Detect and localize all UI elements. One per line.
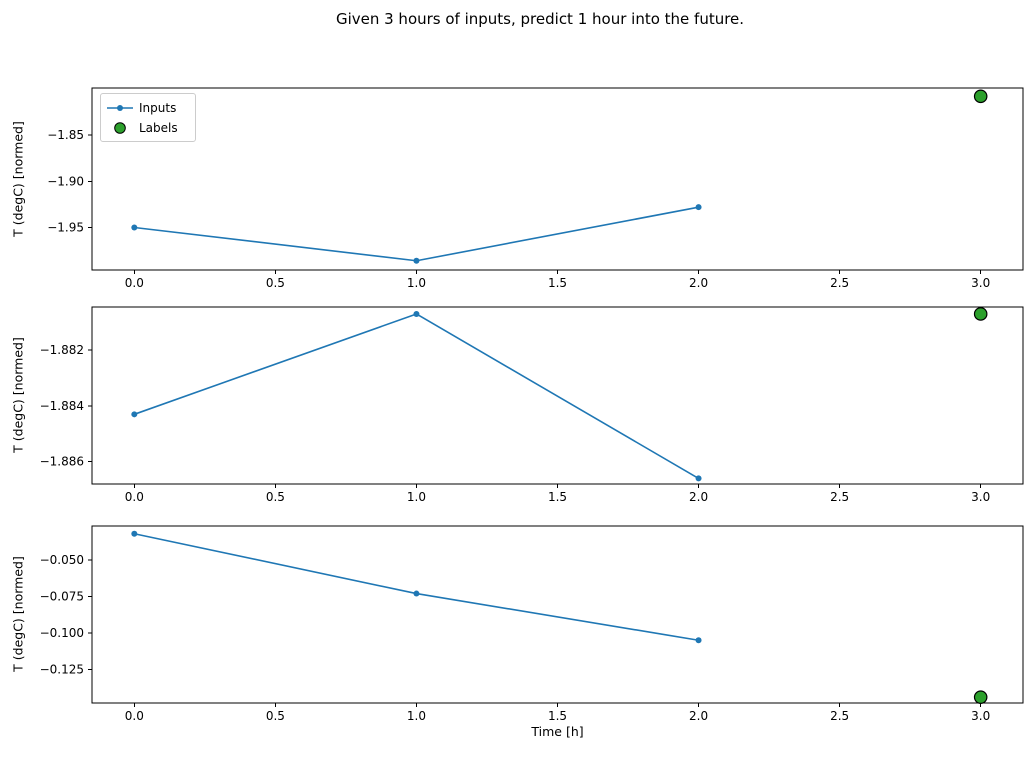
y-axis-label: T (degC) [normed] <box>10 121 26 237</box>
labels-marker <box>973 690 988 704</box>
subplot-1: 0.0 0.5 1.0 1.5 2.0 2.5 3.0 −1.85 −1.90 −1.95 <box>47 87 1024 290</box>
y-tick-label: −0.125 <box>40 662 84 676</box>
x-tick-label: 0.5 <box>266 709 285 723</box>
legend-scatter-swatch <box>114 122 126 134</box>
labels-marker <box>973 89 988 104</box>
y-axis-label: T (degC) [normed] <box>10 337 26 453</box>
inputs-line <box>134 206 699 262</box>
subplot-3: 0.0 0.5 1.0 1.5 2.0 2.5 3.0 −0.050 −0.075 −0.100 −… <box>40 525 1024 723</box>
labels-marker <box>973 307 988 321</box>
y-tick-label: −0.100 <box>40 626 84 640</box>
inputs-marker <box>131 411 138 418</box>
legend-item-inputs: Inputs <box>101 98 195 118</box>
y-axis-label: T (degC) [normed] <box>10 556 26 672</box>
x-tick-label: 2.0 <box>689 490 708 504</box>
subplot-frame <box>91 525 1024 704</box>
y-tick-label: −0.050 <box>40 553 84 567</box>
inputs-line <box>134 532 699 642</box>
x-tick-label: 1.0 <box>407 709 426 723</box>
y-tick-label: −1.95 <box>47 221 84 235</box>
x-tick-label: 1.5 <box>548 276 567 290</box>
x-tick-label: 0.5 <box>266 276 285 290</box>
x-axis-label: Time [h] <box>531 724 584 739</box>
x-tick-label: 2.5 <box>830 276 849 290</box>
legend-item-labels: Labels <box>101 118 195 138</box>
x-tick-label: 0.5 <box>266 490 285 504</box>
legend-item-label: Inputs <box>139 101 177 115</box>
inputs-marker <box>413 257 420 264</box>
legend: Inputs Labels <box>100 93 196 142</box>
inputs-marker <box>695 637 702 644</box>
x-tick-label: 2.0 <box>689 709 708 723</box>
y-tick-label: −1.882 <box>40 343 84 357</box>
inputs-marker <box>131 224 138 231</box>
y-tick-label: −0.075 <box>40 589 84 603</box>
figure-title: Given 3 hours of inputs, predict 1 hour … <box>335 10 745 28</box>
x-tick-label: 1.5 <box>548 490 567 504</box>
inputs-marker <box>413 590 420 597</box>
x-tick-label: 3.0 <box>971 490 990 504</box>
inputs-marker <box>695 204 702 211</box>
legend-item-label: Labels <box>139 121 178 135</box>
y-tick-label: −1.886 <box>40 455 84 469</box>
x-tick-label: 1.5 <box>548 709 567 723</box>
inputs-line <box>134 313 699 480</box>
inputs-marker <box>131 530 138 537</box>
inputs-marker <box>695 475 702 482</box>
x-tick-label: 2.5 <box>830 490 849 504</box>
x-tick-label: 2.0 <box>689 276 708 290</box>
x-tick-label: 0.0 <box>125 709 144 723</box>
x-tick-label: 0.0 <box>125 490 144 504</box>
x-tick-label: 1.0 <box>407 490 426 504</box>
y-tick-label: −1.85 <box>47 128 84 142</box>
x-tick-label: 2.5 <box>830 709 849 723</box>
x-tick-label: 1.0 <box>407 276 426 290</box>
y-tick-label: −1.884 <box>40 399 84 413</box>
inputs-marker <box>413 310 420 317</box>
y-tick-label: −1.90 <box>47 174 84 188</box>
subplot-2: 0.0 0.5 1.0 1.5 2.0 2.5 3.0 −1.882 −1.884 −1.886 <box>40 306 1024 504</box>
x-tick-label: 3.0 <box>971 276 990 290</box>
x-tick-label: 3.0 <box>971 709 990 723</box>
legend-line-swatch <box>107 105 133 111</box>
x-tick-label: 0.0 <box>125 276 144 290</box>
subplot-frame <box>91 87 1024 271</box>
